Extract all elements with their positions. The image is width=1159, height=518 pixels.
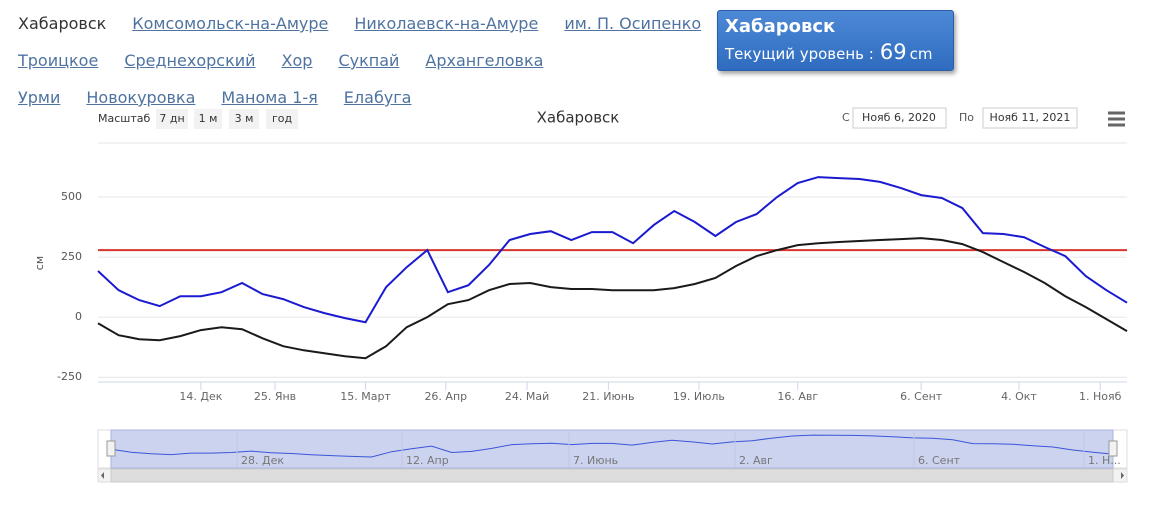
- y-tick-label: 250: [61, 250, 82, 263]
- info-unit: cm: [909, 45, 933, 63]
- nav-row: Хабаровск Комсомольск-на-Амуре Николаевск-…: [18, 5, 701, 42]
- x-tick-label: 1. Нояб: [1079, 390, 1122, 403]
- zoom-button-label: год: [272, 112, 293, 125]
- zoom-button[interactable]: [156, 109, 188, 129]
- scrollbar-left[interactable]: [101, 472, 104, 479]
- menu-icon[interactable]: [1108, 123, 1125, 127]
- station-link[interactable]: Манома 1-я: [221, 88, 318, 107]
- station-nav: Хабаровск Комсомольск-на-Амуре Николаевск-…: [18, 5, 701, 116]
- scrollbar-right[interactable]: [1121, 472, 1124, 479]
- from-input[interactable]: [852, 107, 947, 129]
- zoom-button-label: 1 м: [199, 112, 218, 125]
- station-link[interactable]: Архангеловка: [425, 51, 544, 70]
- x-tick-label: 21. Июнь: [582, 390, 634, 403]
- nav-row: Урми Новокуровка Манома 1-я Елабуга: [18, 79, 701, 116]
- info-label: Текущий уровень :: [725, 45, 874, 63]
- series-line: [97, 237, 1128, 360]
- navigator-handle[interactable]: [1108, 440, 1118, 457]
- navigator-label: 2. Авг: [739, 454, 773, 467]
- from-date: Нояб 6, 2020: [862, 111, 936, 124]
- zoom-button[interactable]: [266, 109, 298, 129]
- series-line: [97, 176, 1128, 324]
- station-link[interactable]: Урми: [18, 88, 61, 107]
- to-label: По: [959, 111, 974, 124]
- x-tick-label: 19. Июль: [673, 390, 725, 403]
- info-value: 69: [879, 40, 907, 64]
- station-link[interactable]: Среднехорский: [124, 51, 256, 70]
- x-tick-label: 16. Авг: [777, 390, 818, 403]
- station-link[interactable]: Сукпай: [338, 51, 400, 70]
- nav-row: Троицкое Среднехорский Хор Сукпай Архангелов…: [18, 42, 701, 79]
- station-link[interactable]: Комсомольск-на-Амуре: [132, 14, 329, 33]
- navigator-handle[interactable]: [106, 440, 116, 457]
- station-link[interactable]: Николаевск-на-Амуре: [354, 14, 539, 33]
- navigator-label: 1. Н...: [1088, 454, 1121, 467]
- station-link[interactable]: им. П. Осипенко: [564, 14, 702, 33]
- navigator-line: [110, 434, 1114, 458]
- zoom-button-label: 3 м: [235, 112, 254, 125]
- x-tick-label: 14. Дек: [179, 390, 222, 403]
- x-tick-label: 15. Март: [340, 390, 391, 403]
- x-tick-label: 6. Сент: [900, 390, 943, 403]
- x-tick-label: 25. Янв: [254, 390, 296, 403]
- y-tick-label: 0: [75, 310, 82, 323]
- station-link[interactable]: Хор: [281, 51, 313, 70]
- station-link[interactable]: Троицкое: [18, 51, 99, 70]
- x-tick-label: 24. Май: [505, 390, 549, 403]
- from-label: С: [842, 111, 850, 124]
- y-axis-label: см: [33, 256, 46, 270]
- chart-title: Хабаровск: [537, 109, 620, 127]
- navigator-label: 6. Сент: [918, 454, 961, 467]
- x-tick-label: 26. Апр: [424, 390, 467, 403]
- navigator-label: 28. Дек: [241, 454, 284, 467]
- x-tick-label: 4. Окт: [1001, 390, 1037, 403]
- zoom-button[interactable]: [229, 109, 259, 129]
- zoom-button[interactable]: [194, 109, 222, 129]
- menu-icon[interactable]: [1108, 117, 1125, 121]
- zoom-button-label: 7 дн: [159, 112, 184, 125]
- station-link[interactable]: Новокуровка: [86, 88, 196, 107]
- to-input[interactable]: [982, 107, 1078, 129]
- info-line: Текущий уровень : 69 cm: [725, 40, 946, 64]
- to-date: Нояб 11, 2021: [990, 111, 1071, 124]
- zoom-label: Масштаб: [98, 112, 150, 125]
- y-tick-label: -250: [57, 370, 82, 383]
- info-box: Хабаровск Текущий уровень : 69 cm: [717, 10, 954, 71]
- current-station: Хабаровск: [18, 14, 107, 33]
- station-link[interactable]: Елабуга: [343, 88, 412, 107]
- navigator-label: 7. Июнь: [573, 454, 618, 467]
- info-station: Хабаровск: [725, 16, 836, 37]
- y-tick-label: 500: [61, 190, 82, 203]
- navigator-label: 12. Апр: [406, 454, 449, 467]
- menu-icon[interactable]: [1108, 111, 1125, 115]
- scrollbar-thumb[interactable]: [110, 468, 1114, 483]
- navigator-mask: [110, 429, 1114, 469]
